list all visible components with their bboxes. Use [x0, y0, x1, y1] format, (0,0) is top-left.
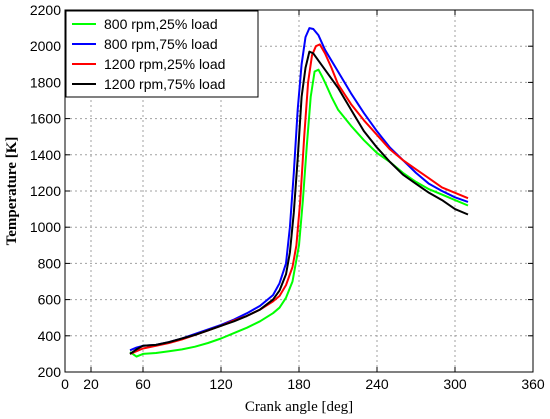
x-tick-label: 20 [83, 376, 99, 392]
y-tick-label: 2200 [30, 2, 61, 18]
y-tick-label: 1000 [30, 219, 61, 235]
x-tick-label: 240 [365, 376, 389, 392]
x-tick-label: 300 [443, 376, 467, 392]
x-tick-label: 360 [521, 376, 545, 392]
x-tick-label: 60 [135, 376, 151, 392]
x-axis-title: Crank angle [deg] [245, 399, 353, 415]
y-tick-label: 1200 [30, 183, 61, 199]
ticks: 0 20 60 120 180 240 300 360 200 400 600 800 1000 1200… [30, 2, 545, 392]
y-tick-label: 400 [38, 328, 62, 344]
y-tick-label: 200 [38, 364, 62, 380]
y-tick-label: 1600 [30, 111, 61, 127]
y-tick-label: 600 [38, 292, 62, 308]
legend-label-2: 800 rpm,75% load [104, 36, 218, 52]
y-axis-title: Temperature [K] [4, 137, 20, 246]
y-tick-label: 1800 [30, 74, 61, 90]
series-layer [129, 27, 469, 358]
legend-label-4: 1200 rpm,75% load [104, 76, 225, 92]
legend-box [65, 10, 259, 98]
y-tick-label: 800 [38, 255, 62, 271]
y-tick-label: 2000 [30, 38, 61, 54]
legend-label-3: 1200 rpm,25% load [104, 56, 225, 72]
x-tick-label: 0 [61, 376, 69, 392]
x-tick-label: 180 [287, 376, 311, 392]
y-tick-label: 1400 [30, 147, 61, 163]
legend-label-1: 800 rpm,25% load [104, 16, 218, 32]
legend: 800 rpm,25% load 800 rpm,75% load 1200 rpm… [65, 10, 259, 98]
x-tick-label: 120 [209, 376, 233, 392]
series-line-4 [129, 50, 469, 355]
